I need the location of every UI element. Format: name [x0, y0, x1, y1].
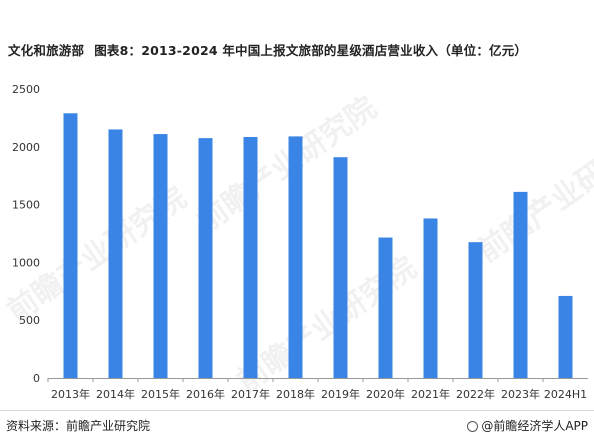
brand-credit: @前瞻经济学人APP [467, 417, 588, 434]
y-axis: 0 500 1000 1500 2000 2500 [12, 83, 40, 385]
x-tick-label: 2015年 [141, 387, 180, 401]
y-tick-label: 2000 [12, 141, 40, 154]
title-main: 图表8：2013-2024 年中国上报文旅部的星级酒店营业收入（单位：亿元） [94, 43, 528, 58]
brand-logo-icon [467, 421, 479, 432]
y-tick-label: 0 [33, 372, 40, 385]
x-tick-label: 2024H1 [544, 388, 587, 401]
chart-title: 文化和旅游部 图表8：2013-2024 年中国上报文旅部的星级酒店营业收入（单位… [8, 40, 527, 59]
y-tick-label: 500 [19, 314, 40, 327]
x-tick-label: 2020年 [366, 387, 405, 401]
y-tick-label: 1000 [12, 256, 40, 269]
source-note: 资料来源：前瞻产业研究院 [6, 419, 151, 433]
x-tick-label: 2021年 [411, 387, 450, 401]
bar [513, 191, 528, 378]
title-section: 文化和旅游部 [8, 43, 85, 58]
x-tick-label: 2018年 [276, 387, 315, 401]
bar [153, 134, 168, 378]
y-tick-label: 2500 [12, 83, 40, 96]
x-axis: 2013年 2014年 2015年 2016年 2017年 2018年 2019年 2020年… [47, 378, 588, 401]
bar [288, 136, 303, 378]
x-tick-label: 2022年 [456, 387, 495, 401]
x-tick-label: 2017年 [231, 387, 270, 401]
y-tick-label: 1500 [12, 199, 40, 212]
bar [243, 136, 258, 378]
bar [423, 218, 438, 378]
x-tick-label: 2016年 [186, 387, 225, 401]
x-tick-label: 2023年 [501, 387, 540, 401]
bar [378, 237, 393, 378]
bar [333, 157, 348, 378]
x-tick-label: 2019年 [321, 387, 360, 401]
bar [558, 295, 573, 378]
bar [108, 129, 123, 378]
footer-divider [0, 410, 594, 411]
bar [198, 138, 213, 378]
brand-text: @前瞻经济学人APP [481, 419, 588, 433]
x-tick-label: 2013年 [51, 387, 90, 401]
bar [63, 113, 78, 378]
bar [468, 242, 483, 378]
bar-chart: 0 500 1000 1500 2000 2500 2013年 2014年 2015年 2016… [12, 83, 588, 401]
x-tick-label: 2014年 [96, 387, 135, 401]
bars [63, 113, 573, 378]
